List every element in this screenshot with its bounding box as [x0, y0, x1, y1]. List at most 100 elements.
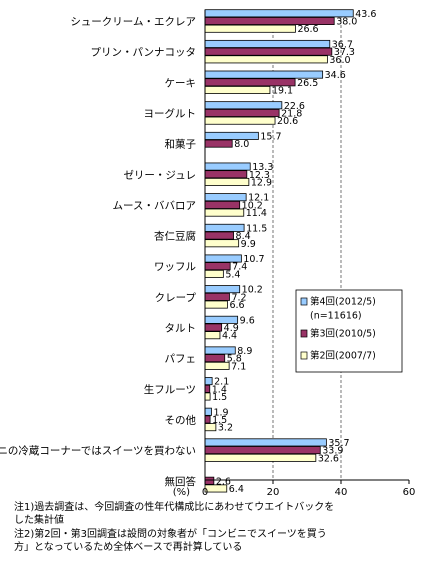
- bar: [204, 170, 248, 179]
- data-label: 37.3: [334, 47, 355, 58]
- bar: [204, 200, 241, 209]
- data-label: 7.4: [232, 262, 247, 273]
- bar: [204, 131, 259, 140]
- category-label: 無回答: [165, 475, 197, 488]
- bar: [204, 86, 271, 95]
- data-label: 43.6: [355, 9, 376, 20]
- category-label: タルト: [165, 323, 197, 335]
- category-label: クレープ: [155, 292, 197, 304]
- bar: [204, 423, 217, 432]
- data-label: 12.1: [248, 193, 269, 204]
- data-label: 9.6: [240, 315, 255, 326]
- bar: [204, 269, 224, 278]
- category-label: パフェ: [165, 353, 197, 365]
- category-label: 生フルーツ: [144, 383, 196, 396]
- category-label: 杏仁豆腐: [154, 230, 196, 243]
- bar: [204, 55, 328, 64]
- data-label: 10.7: [243, 254, 264, 265]
- x-tick-label: 0: [202, 487, 208, 498]
- bar: [204, 24, 296, 33]
- footnote-line: した集計値: [14, 515, 64, 527]
- category-label: ゼリー・ジュレ: [123, 169, 196, 181]
- bar: [204, 101, 283, 110]
- data-label: 7.1: [231, 361, 246, 372]
- data-label: 8.0: [234, 139, 249, 150]
- bar: [204, 323, 223, 332]
- data-label: 8.4: [236, 231, 251, 242]
- legend-swatch: [300, 297, 308, 306]
- data-label: 19.1: [272, 86, 293, 97]
- bar: [204, 476, 215, 485]
- category-label: ヨーグルト: [144, 107, 197, 120]
- data-label: 1.5: [212, 415, 227, 426]
- data-label: 7.2: [231, 292, 246, 303]
- data-label: 9.9: [241, 239, 256, 250]
- bar: [204, 361, 230, 370]
- data-label: 1.9: [213, 407, 228, 418]
- data-label: 33.9: [322, 446, 343, 457]
- category-label: シュークリーム・エクレア: [70, 16, 196, 28]
- footnote-line: 注1)過去調査は、今回調査の性年代構成比にあわせてウエイトバックを: [14, 502, 335, 513]
- data-label: 5.8: [227, 354, 242, 365]
- category-label: ケーキ: [165, 77, 197, 89]
- x-tick-label: 40: [335, 487, 348, 498]
- data-label: 32.6: [318, 453, 339, 464]
- category-label: その他: [165, 413, 197, 426]
- data-label: 12.3: [249, 170, 270, 181]
- bar: [204, 208, 245, 217]
- bar: [204, 108, 280, 117]
- category-label: コンビニの冷蔵コーナーではスイーツを買わない: [0, 444, 196, 457]
- bar: [204, 162, 251, 171]
- bar: [204, 453, 317, 462]
- bar: [204, 47, 333, 56]
- data-label: 10.2: [242, 285, 263, 296]
- x-tick-label: 20: [267, 487, 280, 498]
- bar: [204, 292, 230, 301]
- bar: [204, 354, 226, 363]
- data-label: 6.4: [229, 484, 244, 495]
- category-label: ムース・ババロア: [113, 200, 196, 212]
- data-label: 4.4: [222, 331, 237, 342]
- bar-chart: 43.638.0 26.6 シュークリーム・エクレア 36.737.336.0 プリン・…: [0, 9, 416, 498]
- x-tick-label: 60: [403, 487, 416, 498]
- data-label: 38.0: [336, 17, 357, 28]
- legend-label: 第3回(2010/5): [310, 328, 376, 340]
- category-label: 和菓子: [165, 139, 197, 151]
- legend-swatch: [300, 351, 308, 360]
- data-label: 1.4: [212, 384, 227, 395]
- data-label: 5.4: [225, 269, 240, 280]
- bar: [204, 438, 327, 447]
- footnote-line: 方」となっているため全体ベースで再計算している: [14, 542, 243, 554]
- data-label: 6.6: [229, 300, 244, 311]
- category-label: ワッフル: [154, 261, 196, 273]
- data-label: 3.2: [218, 423, 233, 434]
- footnote-line: 注2)第2回・第3回調査は設問の対象者が「コンビニでスイーツを買う: [14, 528, 327, 540]
- data-label: 21.8: [281, 108, 302, 119]
- data-label: 26.6: [297, 24, 318, 35]
- legend-label: (n=11616): [310, 311, 362, 322]
- bar: [204, 384, 211, 393]
- bar: [204, 239, 240, 248]
- data-label: 4.9: [224, 323, 239, 334]
- bar: [204, 300, 228, 309]
- data-label: 36.7: [332, 39, 353, 50]
- legend-label: 第2回(2007/7): [310, 350, 376, 362]
- category-label: プリン・パンナコッタ: [90, 47, 196, 59]
- data-label: 2.6: [216, 476, 231, 487]
- legend-label: 第4回(2012/5): [310, 296, 376, 308]
- data-label: 10.2: [242, 200, 263, 211]
- bar: [204, 407, 212, 416]
- data-label: 26.5: [297, 78, 318, 89]
- bar: [204, 139, 233, 148]
- data-label: 13.3: [252, 162, 273, 173]
- data-label: 15.7: [260, 131, 281, 142]
- data-label: 12.9: [251, 177, 272, 188]
- bar: [204, 446, 321, 455]
- bar: [204, 193, 247, 202]
- data-label: 11.5: [246, 223, 267, 234]
- bar: [204, 484, 228, 493]
- bar: [204, 392, 211, 401]
- data-label: 34.6: [325, 70, 346, 81]
- legend-box: [295, 289, 403, 373]
- data-label: 22.6: [284, 101, 305, 112]
